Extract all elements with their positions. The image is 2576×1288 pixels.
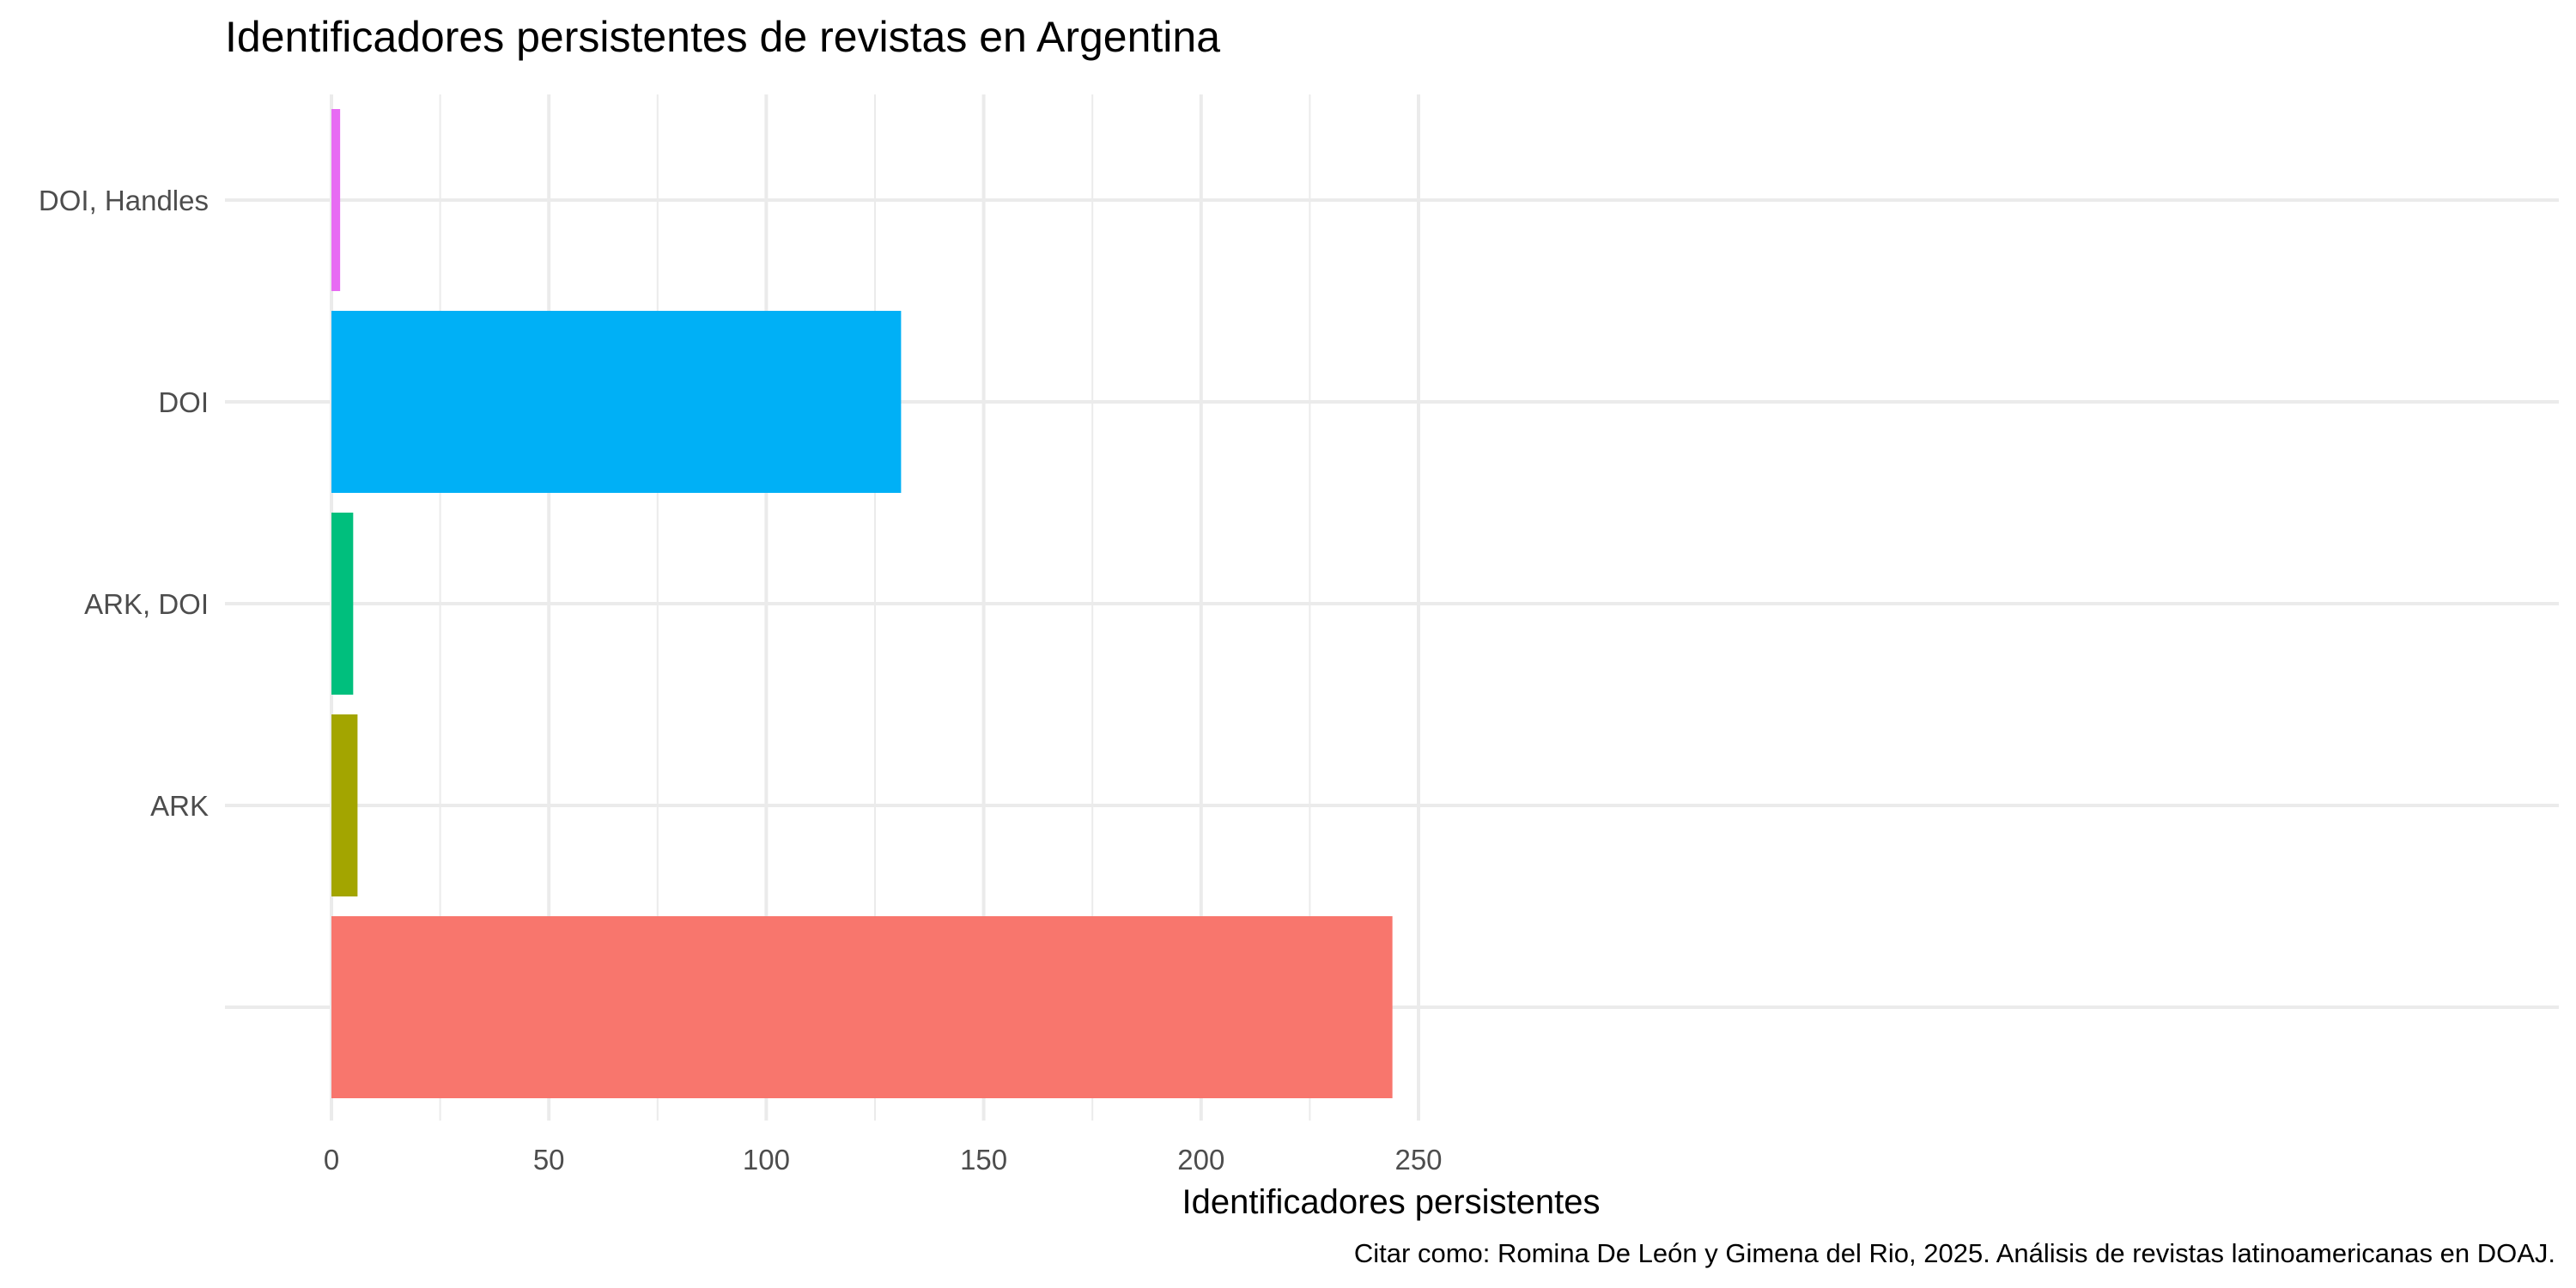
y-tick-label: DOI <box>158 386 209 418</box>
x-axis-title: Identificadores persistentes <box>1182 1183 1601 1221</box>
caption: Citar como: Romina De León y Gimena del … <box>1354 1238 2555 1268</box>
x-tick-label: 0 <box>324 1144 339 1176</box>
chart-title: Identificadores persistentes de revistas… <box>225 13 1220 61</box>
x-tick-label: 100 <box>743 1144 790 1176</box>
y-tick-label: DOI, Handles <box>39 185 209 216</box>
y-tick-label: ARK, DOI <box>84 588 209 620</box>
bars <box>331 109 1393 1098</box>
y-axis-tick-labels: ARK ARK, DOI DOI DOI, Handles <box>39 185 209 822</box>
x-tick-label: 150 <box>960 1144 1007 1176</box>
x-tick-label: 200 <box>1177 1144 1224 1176</box>
bar <box>331 714 358 896</box>
x-axis-tick-labels: 0 50 100 150 200 250 <box>324 1144 1443 1176</box>
x-tick-label: 250 <box>1394 1144 1442 1176</box>
bar <box>331 109 341 291</box>
bar <box>331 513 354 695</box>
y-tick-label: ARK <box>150 790 209 822</box>
bar <box>331 311 902 493</box>
bar <box>331 916 1393 1098</box>
x-tick-label: 50 <box>533 1144 565 1176</box>
